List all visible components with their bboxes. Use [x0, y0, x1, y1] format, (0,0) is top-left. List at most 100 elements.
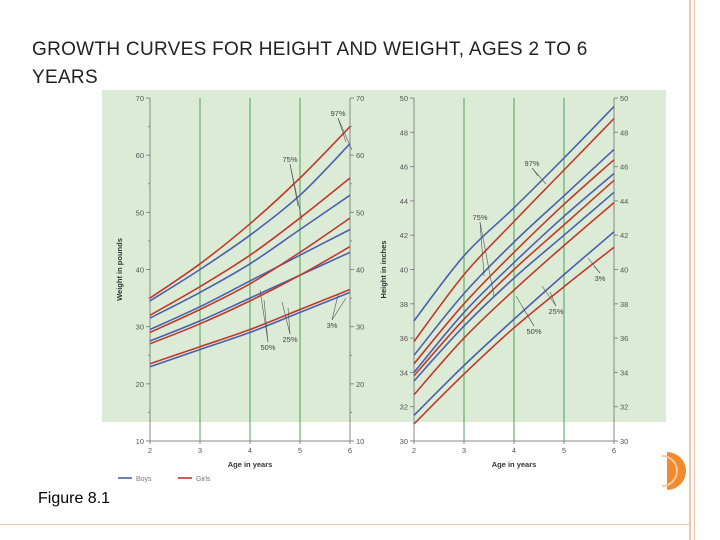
- height-ytick-label-right: 40: [620, 266, 628, 275]
- weight-annotation-3pct: 3%: [327, 321, 338, 330]
- figure-caption: Figure 8.1: [38, 490, 111, 507]
- height-ytick-label-left: 32: [400, 403, 408, 412]
- height-series-girls-97pct: [413, 118, 615, 342]
- weight-ytick-label-left: 50: [136, 208, 144, 217]
- weight-annotation-25pct-leader: [281, 301, 291, 335]
- height-ytick-label-left: 36: [400, 334, 408, 343]
- height-annotation-3pct: 3%: [595, 274, 606, 283]
- weight-annotation-97pct-leader: [337, 117, 353, 151]
- height-ytick-label-right: 44: [620, 197, 628, 206]
- height-ytick-label-right: 30: [620, 437, 628, 446]
- weight-series-girls-25pct: [149, 245, 351, 345]
- height-series-boys-25pct: [413, 191, 615, 382]
- weight-ytick-label-right: 10: [356, 437, 364, 446]
- height-xtick-label: 6: [612, 446, 616, 455]
- legend-girls-label: Girls: [196, 476, 211, 483]
- height-annotation-25pct: 25%: [548, 307, 563, 316]
- decorative-bottom-rule: [0, 524, 690, 525]
- weight-ytick-label-right: 30: [356, 323, 364, 332]
- weight-annotation-97pct: 97%: [330, 109, 345, 118]
- weight-ytick-label-left: 10: [136, 437, 144, 446]
- weight-annotation-50pct-leader: [259, 289, 269, 343]
- height-series-girls-25pct: [413, 201, 615, 396]
- weight-series-boys-50pct: [149, 228, 351, 331]
- height-xtick-label: 5: [562, 446, 566, 455]
- weight-ytick-label-right: 40: [356, 266, 364, 275]
- weight-x-axis-label: Age in years: [228, 460, 273, 469]
- weight-annotation-25pct-leader: [287, 307, 291, 335]
- weight-annotation-3pct-leader: [331, 297, 347, 321]
- height-ytick-label-left: 42: [400, 231, 408, 240]
- weight-xtick-label: 2: [148, 446, 152, 455]
- weight-series-boys-75pct: [149, 194, 351, 319]
- height-x-axis-label: Age in years: [492, 460, 537, 469]
- weight-xtick-label: 4: [248, 446, 252, 455]
- weight-annotation-97pct-leader: [337, 117, 347, 143]
- height-annotation-25pct-leader: [549, 291, 557, 307]
- height-ytick-label-right: 38: [620, 300, 628, 309]
- height-annotation-50pct-leader: [521, 305, 535, 327]
- height-series-girls-75pct: [413, 159, 615, 365]
- weight-ytick-label-right: 50: [356, 208, 364, 217]
- height-ytick-label-left: 30: [400, 437, 408, 446]
- height-annotation-97pct: 97%: [524, 159, 539, 168]
- weight-annotation-75pct: 75%: [282, 155, 297, 164]
- weight-annotation-75pct-leader: [289, 163, 303, 221]
- height-annotation-50pct: 50%: [526, 327, 541, 336]
- height-annotation-75pct: 75%: [472, 213, 487, 222]
- height-annotation-75pct-leader: [479, 221, 495, 297]
- weight-annotation-3pct-leader: [331, 294, 339, 321]
- height-xtick-label: 2: [412, 446, 416, 455]
- decorative-rule: [689, 0, 691, 540]
- height-series-girls-50pct: [413, 179, 615, 377]
- height-series-boys-50pct: [413, 172, 615, 373]
- weight-annotation-50pct-leader: [263, 299, 269, 343]
- weight-ytick-label-right: 60: [356, 151, 364, 160]
- height-ytick-label-right: 46: [620, 163, 628, 172]
- height-annotation-75pct-leader: [479, 221, 485, 277]
- weight-series-boys-97pct: [149, 143, 351, 302]
- weight-series-boys-3pct: [149, 291, 351, 368]
- weight-ytick-label-left: 60: [136, 151, 144, 160]
- height-xtick-label: 3: [462, 446, 466, 455]
- height-annotation-25pct-leader: [541, 285, 557, 307]
- orange-half-circle-icon: [661, 452, 686, 490]
- height-ytick-label-left: 34: [400, 368, 408, 377]
- weight-ytick-label-left: 40: [136, 266, 144, 275]
- height-ytick-label-left: 38: [400, 300, 408, 309]
- height-ytick-label-right: 34: [620, 368, 628, 377]
- weight-series-boys-25pct: [149, 251, 351, 342]
- height-ytick-label-left: 48: [400, 128, 408, 137]
- weight-ytick-label-left: 20: [136, 380, 144, 389]
- height-annotation-97pct-leader: [531, 167, 547, 185]
- height-annotation-3pct-leader: [593, 265, 601, 274]
- height-y-axis-label: Height in inches: [379, 241, 388, 299]
- weight-series-girls-75pct: [149, 177, 351, 316]
- weight-ytick-label-right: 70: [356, 94, 364, 103]
- chart-panel-background: [102, 90, 666, 422]
- weight-annotation-25pct: 25%: [282, 335, 297, 344]
- height-ytick-label-right: 50: [620, 94, 628, 103]
- weight-y-axis-label: Weight in pounds: [115, 238, 124, 301]
- half-circle-ring: [661, 455, 678, 487]
- weight-xtick-label: 6: [348, 446, 352, 455]
- height-ytick-label-left: 46: [400, 163, 408, 172]
- weight-ytick-label-left: 30: [136, 323, 144, 332]
- height-ytick-label-right: 36: [620, 334, 628, 343]
- legend-boys-label: Boys: [136, 476, 152, 483]
- weight-xtick-label: 3: [198, 446, 202, 455]
- height-ytick-label-left: 50: [400, 94, 408, 103]
- weight-ytick-label-right: 20: [356, 380, 364, 389]
- weight-xtick-label: 5: [298, 446, 302, 455]
- height-ytick-label-right: 32: [620, 403, 628, 412]
- height-series-girls-3pct: [413, 246, 615, 425]
- decorative-rule-inner: [694, 0, 695, 540]
- weight-ytick-label-left: 70: [136, 94, 144, 103]
- height-series-boys-3pct: [413, 231, 615, 416]
- height-ytick-label-left: 40: [400, 266, 408, 275]
- height-ytick-label-left: 44: [400, 197, 408, 206]
- weight-series-girls-97pct: [149, 126, 351, 299]
- weight-series-girls-3pct: [149, 288, 351, 365]
- height-ytick-label-right: 48: [620, 128, 628, 137]
